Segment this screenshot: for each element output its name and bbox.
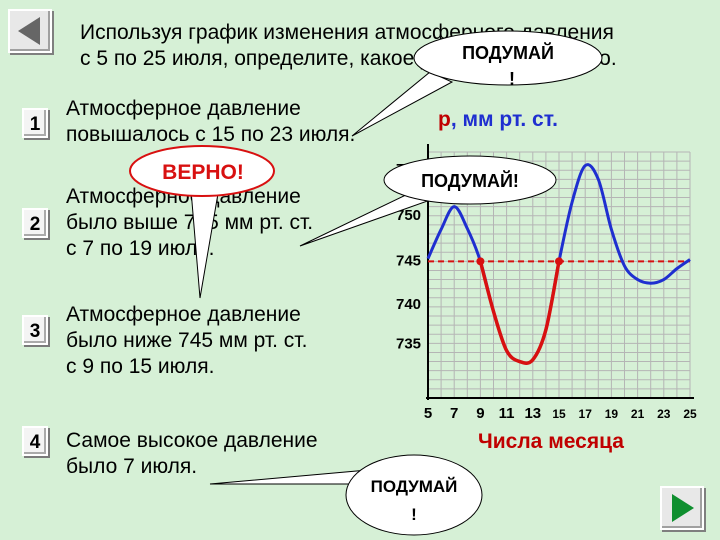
option-1-line-1: Атмосферное давление <box>66 97 301 120</box>
correct-callout-text: ВЕРНО! <box>162 161 244 184</box>
option-4-text[interactable]: Самое высокое давление было 7 июля. <box>66 428 318 480</box>
option-3-line-3: с 9 по 15 июля. <box>66 355 215 378</box>
option-1-line-2: повышалось с 15 по 23 июля. <box>66 123 356 146</box>
x-tick-label: 9 <box>476 405 484 422</box>
intersection-point <box>476 257 485 266</box>
y-axis-title-unit: , мм рт. ст. <box>450 108 559 131</box>
x-tick-label: 7 <box>450 405 458 422</box>
think-callout-3-mark: ! <box>411 505 417 524</box>
option-2-number[interactable]: 2 <box>22 208 48 238</box>
below-threshold-segment <box>478 260 561 365</box>
option-3-line-1: Атмосферное давление <box>66 303 301 326</box>
think-callout-1-mark: ! <box>509 69 515 89</box>
option-3-text[interactable]: Атмосферное давление было ниже 745 мм рт… <box>66 302 307 380</box>
x-tick-label: 19 <box>605 407 619 421</box>
option-1-text[interactable]: Атмосферное давление повышалось с 15 по … <box>66 96 355 148</box>
option-3-number[interactable]: 3 <box>22 315 48 345</box>
think-callout-3-text: ПОДУМАЙ <box>371 477 458 496</box>
triangle-right-icon <box>672 494 694 522</box>
think-callout-3[interactable]: ПОДУМАЙ ! <box>209 454 483 536</box>
option-4-line-1: Самое высокое давление <box>66 429 318 452</box>
y-axis-title: р, мм рт. ст. <box>438 108 558 132</box>
x-axis-title: Числа месяца <box>478 430 624 453</box>
next-button[interactable] <box>660 486 704 530</box>
option-4-number[interactable]: 4 <box>22 426 48 456</box>
intersection-point <box>555 257 563 266</box>
option-2-line-3: с 7 по 19 июля. <box>66 237 215 260</box>
x-tick-label: 5 <box>424 405 432 422</box>
think-callout-1[interactable]: ПОДУМАЙ ! <box>351 30 603 137</box>
x-tick-label: 25 <box>683 407 697 421</box>
y-tick-label: 740 <box>396 296 421 313</box>
think-callout-1-text: ПОДУМАЙ <box>462 42 554 63</box>
x-tick-label: 11 <box>499 405 515 422</box>
x-tick-label: 13 <box>524 405 541 422</box>
curve-group <box>426 163 691 365</box>
option-1-number[interactable]: 1 <box>22 108 48 138</box>
option-2-line-2: было выше 745 мм рт. ст. <box>66 211 314 234</box>
y-tick-label: 745 <box>396 252 421 269</box>
y-tick-label: 750 <box>396 207 421 224</box>
correct-callout[interactable]: ВЕРНО! <box>129 145 275 299</box>
back-button[interactable] <box>8 9 52 53</box>
option-3-line-2: было ниже 745 мм рт. ст. <box>66 329 308 352</box>
triangle-left-icon <box>18 17 40 45</box>
x-tick-label: 15 <box>552 407 566 421</box>
x-tick-label: 23 <box>657 407 671 421</box>
option-4-line-2: было 7 июля. <box>66 455 198 478</box>
y-axis-title-symbol: р <box>438 108 451 131</box>
think-callout-2-text: ПОДУМАЙ! <box>421 170 519 191</box>
x-tick-label: 21 <box>631 407 645 421</box>
think-callout-2[interactable]: ПОДУМАЙ! <box>299 155 557 247</box>
y-tick-label: 735 <box>396 335 421 352</box>
x-tick-label: 17 <box>579 407 593 421</box>
